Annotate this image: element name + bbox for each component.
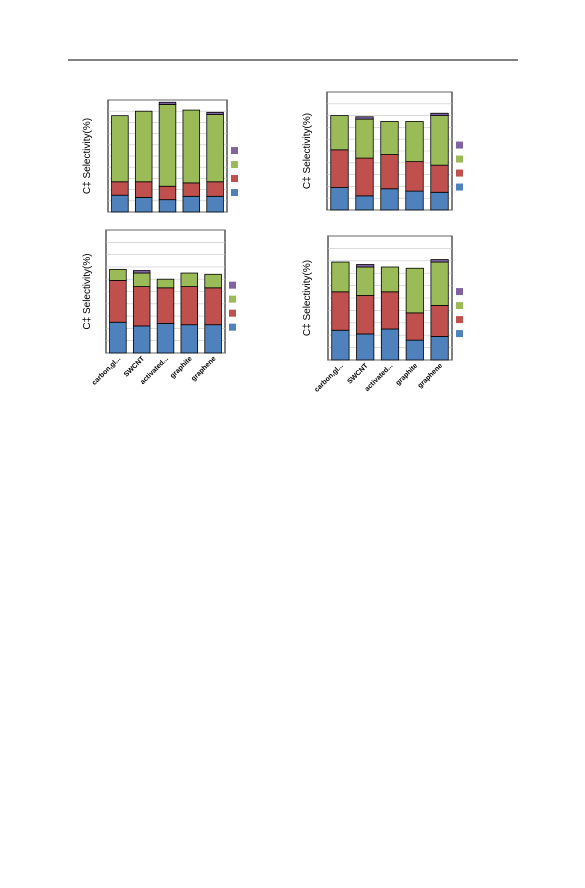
bar-segment xyxy=(158,104,177,187)
legend-swatch xyxy=(456,141,463,149)
bar-segment xyxy=(156,287,175,324)
bar-segment xyxy=(356,295,375,335)
bar-segment xyxy=(111,194,129,213)
bar-segment xyxy=(109,280,127,323)
y-axis-label: C‡ Selectivity(%) xyxy=(82,253,93,329)
bar-segment xyxy=(430,164,449,193)
bar-segment xyxy=(355,116,374,120)
legend-swatch xyxy=(456,155,463,163)
bar-segment xyxy=(380,266,400,293)
bar-segment xyxy=(156,278,175,289)
legend-swatch xyxy=(456,316,463,324)
bar-segment xyxy=(206,195,224,213)
bar-segment xyxy=(330,115,349,151)
bar-segment xyxy=(180,272,199,287)
y-axis-label: C‡ Selectivity(%) xyxy=(302,113,313,189)
legend-swatch xyxy=(456,169,463,177)
bar-segment xyxy=(158,199,177,213)
bar-segment xyxy=(430,191,449,211)
bar-segment xyxy=(180,324,199,354)
bar-segment xyxy=(430,112,449,116)
legend-swatch xyxy=(456,288,463,296)
bar-segment xyxy=(430,336,449,361)
bar-segment xyxy=(204,287,222,326)
bar-segment xyxy=(405,267,424,314)
bar-segment xyxy=(405,312,424,341)
legend-swatch xyxy=(231,147,238,155)
bar-segment xyxy=(109,321,127,354)
bar-segment xyxy=(156,323,175,354)
bar-segment xyxy=(111,181,129,196)
bar-segment xyxy=(204,324,222,354)
bar-segment xyxy=(405,339,424,361)
bar-segment xyxy=(206,111,224,115)
bar-segment xyxy=(355,195,374,211)
legend-swatch xyxy=(456,302,463,310)
bar-segment xyxy=(330,187,349,211)
bar-segment xyxy=(355,157,374,197)
bar-segment xyxy=(380,154,399,190)
bar-segment xyxy=(182,109,201,184)
bar-segment xyxy=(132,325,151,354)
y-axis-label: C‡ Selectivity(%) xyxy=(82,118,93,194)
legend-swatch xyxy=(229,309,236,317)
bar-segment xyxy=(380,121,399,155)
bar-segment xyxy=(330,149,349,188)
y-axis-label: C‡ Selectivity(%) xyxy=(302,260,313,336)
legend-swatch xyxy=(229,323,236,331)
bar-segment xyxy=(430,259,449,263)
bar-segment xyxy=(405,121,424,163)
bar-segment xyxy=(134,110,153,183)
bar-segment xyxy=(134,181,153,198)
bar-segment xyxy=(331,261,350,293)
bar-segment xyxy=(134,197,153,213)
bar-segment xyxy=(356,264,375,268)
bar-segment xyxy=(204,273,222,289)
bar-segment xyxy=(380,328,400,361)
bar-segment xyxy=(182,195,201,213)
bar-segment xyxy=(180,286,199,326)
bar-segment xyxy=(405,190,424,211)
bar-segment xyxy=(356,266,375,296)
bar-segment xyxy=(132,286,151,327)
legend-swatch xyxy=(231,161,238,169)
bar-segment xyxy=(158,101,177,105)
bar-segment xyxy=(111,115,129,183)
legend-swatch xyxy=(456,183,463,191)
bar-segment xyxy=(109,268,127,281)
bar-segment xyxy=(405,161,424,192)
bar-segment xyxy=(355,118,374,159)
legend-swatch xyxy=(231,175,238,183)
bar-segment xyxy=(380,291,400,330)
bar-segment xyxy=(206,114,224,183)
bar-segment xyxy=(182,182,201,197)
bar-segment xyxy=(430,115,449,166)
legend-swatch xyxy=(231,189,238,197)
bar-segment xyxy=(430,305,449,337)
bar-segment xyxy=(206,181,224,197)
bar-segment xyxy=(331,329,350,361)
bar-segment xyxy=(132,270,151,274)
bar-segment xyxy=(356,333,375,361)
bar-segment xyxy=(158,185,177,201)
bar-segment xyxy=(331,291,350,331)
bar-segment xyxy=(430,261,449,306)
legend-swatch xyxy=(229,295,236,303)
legend-swatch xyxy=(229,281,236,289)
bar-segment xyxy=(132,272,151,287)
legend-swatch xyxy=(456,330,463,338)
bar-segment xyxy=(380,188,399,211)
